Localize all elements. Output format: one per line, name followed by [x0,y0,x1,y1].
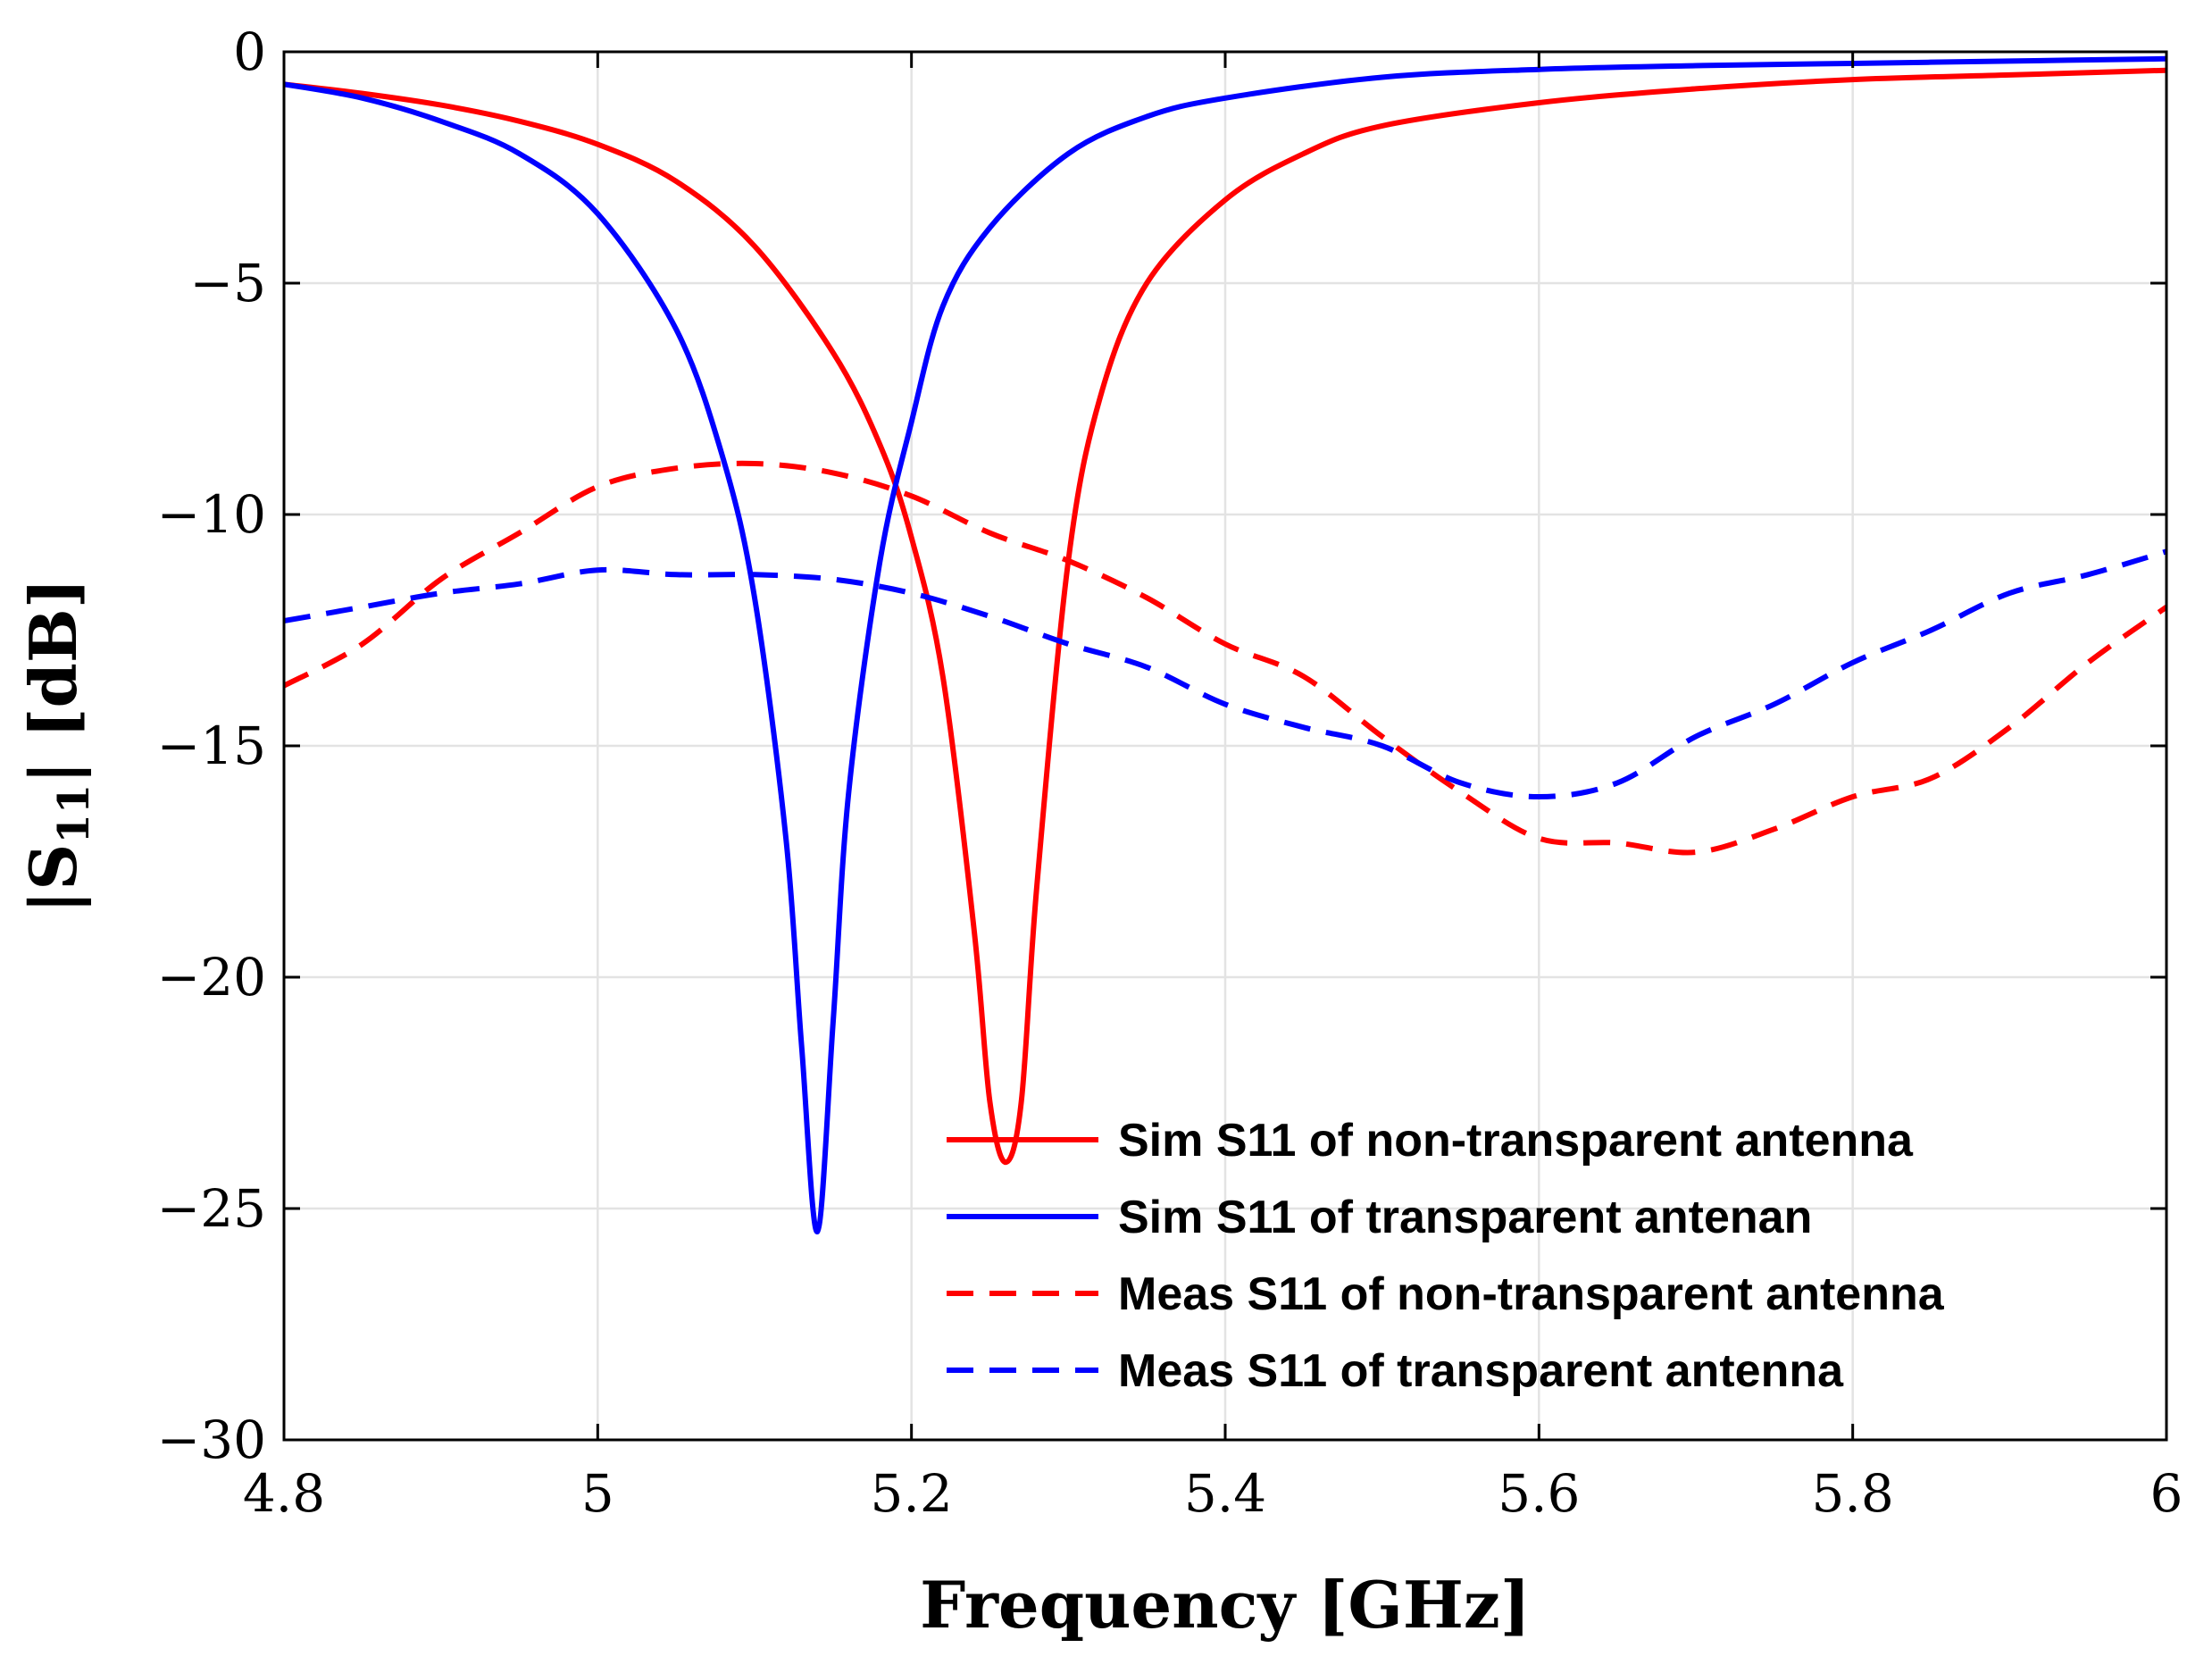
series-line-3 [284,460,2166,856]
x-tick-label: 6 [2150,1463,2183,1524]
series-line-1 [284,67,2166,1166]
y-axis-title-main: |S [15,844,91,914]
x-axis-title: Frequency [GHz] [920,1567,1531,1643]
y-axis-title-subscript: 11 [49,784,99,844]
y-tick-label: −5 [190,253,267,314]
x-tick-label: 5.8 [1812,1463,1894,1524]
x-tick-label: 5.2 [871,1463,953,1524]
y-tick-label: −20 [157,947,266,1008]
legend-label-2: Sim S11 of transparent antenan [1118,1192,1812,1243]
axis-ticks: 4.8 5 5.2 5.4 5.6 5.8 6 0 −5 −10 −15 −20 −25 −30 [157,21,2183,1524]
series-line-2 [284,55,2166,1234]
y-tick-label: 0 [233,21,266,82]
legend-label-4: Meas S11 of transparent antenna [1118,1345,1844,1397]
legend-label-1: Sim S11 of non-transparent antenna [1118,1115,1914,1167]
x-tick-label: 5.4 [1184,1463,1266,1524]
svg-text:|S11| [dB]: |S11| [dB] [15,578,99,914]
y-tick-label: −25 [157,1178,266,1239]
y-axis-title-rest: | [dB] [15,578,91,784]
x-tick-label: 5 [581,1463,614,1524]
legend: Sim S11 of non-transparent antenna Sim S1… [947,1115,1945,1397]
series-line-4 [284,548,2166,799]
y-tick-label: −10 [157,484,266,545]
x-tick-label: 5.6 [1498,1463,1580,1524]
y-tick-label: −15 [157,715,266,776]
series-lines [284,55,2166,1234]
grid-lines [284,52,2166,1440]
x-tick-label: 4.8 [243,1463,325,1524]
y-tick-label: −30 [157,1410,266,1470]
y-axis-title: |S11| [dB] [15,578,99,914]
legend-label-3: Meas S11 of non-transparent antenna [1118,1268,1945,1320]
